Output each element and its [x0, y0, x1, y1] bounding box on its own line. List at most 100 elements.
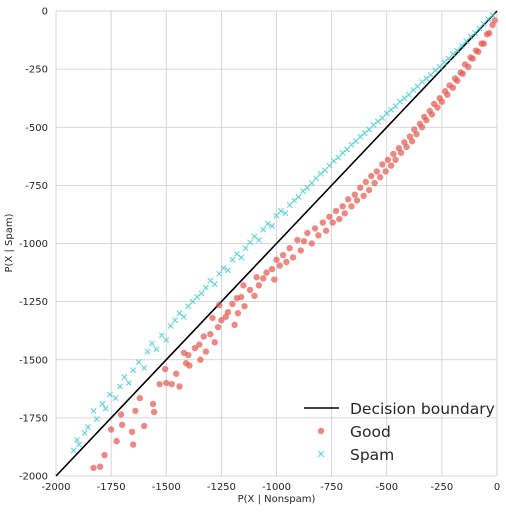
good-point	[186, 362, 192, 368]
good-point	[298, 247, 304, 253]
spam-point	[397, 99, 402, 104]
good-point	[481, 40, 487, 46]
spam-point	[85, 425, 90, 430]
spam-point	[168, 323, 173, 328]
good-point	[454, 78, 460, 84]
spam-point	[212, 282, 217, 287]
y-tick-label: -1250	[19, 297, 48, 308]
good-point	[460, 71, 466, 77]
legend-spam-swatch	[318, 451, 324, 457]
good-point	[151, 409, 157, 415]
spam-point	[411, 87, 416, 92]
y-axis-ticks: -2000 -1750 -1500 -1250 -1000 -750 -500 -250 0	[19, 7, 48, 483]
good-point	[129, 429, 135, 435]
spam-point	[186, 304, 191, 309]
x-tick-label: -250	[431, 482, 454, 493]
good-point	[251, 293, 257, 299]
spam-point	[145, 349, 150, 354]
spam-point	[322, 168, 327, 173]
x-tick-label: -1750	[97, 482, 126, 493]
spam-point	[490, 13, 495, 18]
y-tick-label: -250	[25, 65, 48, 76]
spam-point	[71, 448, 76, 453]
good-point	[271, 276, 277, 282]
spam-point	[159, 333, 164, 338]
good-point	[203, 348, 209, 354]
spam-point	[314, 176, 319, 181]
good-point	[163, 380, 169, 386]
spam-point	[172, 318, 177, 323]
spam-point	[208, 278, 213, 283]
good-point	[360, 193, 366, 199]
good-point	[207, 331, 213, 337]
good-point	[225, 309, 231, 315]
good-point	[201, 333, 207, 339]
spam-point	[136, 359, 141, 364]
good-point	[363, 179, 369, 185]
spam-point	[362, 130, 367, 135]
good-point	[342, 210, 348, 216]
good-point	[330, 219, 336, 225]
good-point	[113, 438, 119, 444]
spam-point	[103, 406, 108, 411]
good-point	[169, 381, 175, 387]
good-point	[379, 161, 385, 167]
good-point	[173, 371, 179, 377]
legend: Decision boundary Good Spam	[304, 400, 495, 464]
spam-point	[154, 347, 159, 352]
good-point	[323, 228, 329, 234]
good-point	[398, 150, 404, 156]
spam-point	[428, 72, 433, 77]
spam-point	[82, 430, 87, 435]
good-point	[309, 240, 315, 246]
spam-point	[389, 107, 394, 112]
good-point	[229, 301, 235, 307]
spam-point	[305, 185, 310, 190]
y-tick-label: -1500	[19, 355, 48, 366]
good-point	[368, 173, 374, 179]
good-point	[336, 216, 342, 222]
legend-good-label: Good	[350, 423, 391, 441]
spam-point	[131, 368, 136, 373]
spam-point	[122, 375, 127, 380]
good-point	[374, 168, 380, 174]
good-point	[287, 245, 293, 251]
good-point	[176, 383, 182, 389]
good-point	[326, 214, 332, 220]
good-point	[256, 282, 262, 288]
spam-point	[117, 384, 122, 389]
good-point	[413, 131, 419, 137]
good-point	[241, 303, 247, 309]
good-point	[231, 322, 237, 328]
x-tick-label: -750	[320, 482, 343, 493]
good-point	[312, 225, 318, 231]
good-point	[357, 185, 363, 191]
good-point	[429, 111, 435, 117]
good-point	[388, 162, 394, 168]
spam-point	[287, 203, 292, 208]
good-point	[263, 269, 269, 275]
spam-point	[419, 79, 424, 84]
spam-point	[433, 68, 438, 73]
spam-point	[91, 408, 96, 413]
spam-point	[199, 291, 204, 296]
good-point	[216, 302, 222, 308]
good-point	[450, 85, 456, 91]
good-point	[439, 98, 445, 104]
spam-point	[424, 76, 429, 81]
legend-good-swatch	[318, 428, 324, 434]
good-point	[90, 465, 96, 471]
x-axis-ticks: -2000 -1750 -1500 -1250 -1000 -750 -500 -250 0	[41, 482, 500, 493]
good-point	[280, 252, 286, 258]
good-point	[475, 48, 481, 54]
spam-point	[292, 198, 297, 203]
good-point	[137, 395, 143, 401]
good-point	[403, 144, 409, 150]
y-tick-label: -2000	[19, 472, 48, 483]
good-point	[465, 64, 471, 70]
spam-point	[336, 155, 341, 160]
good-point	[132, 408, 138, 414]
y-tick-label: -1750	[19, 413, 48, 424]
spam-point	[318, 171, 323, 176]
